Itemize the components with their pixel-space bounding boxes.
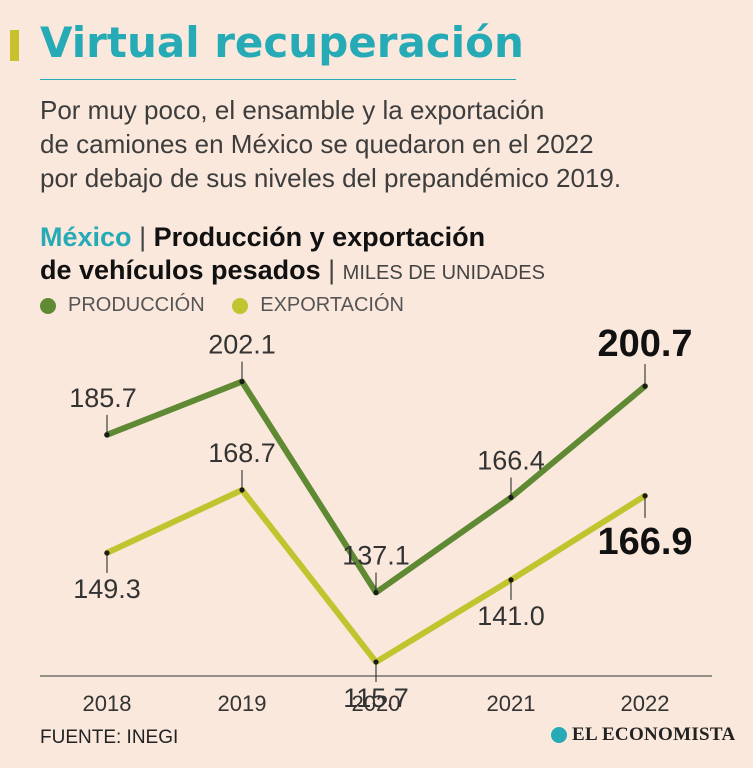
chart-legend: PRODUCCIÓN EXPORTACIÓN [40, 294, 426, 320]
x-tick-label: 2022 [621, 691, 670, 716]
subtitle: Por muy poco, el ensamble y la exportaci… [40, 93, 720, 195]
x-tick-label: 2019 [218, 691, 267, 716]
subtitle-line: Por muy poco, el ensamble y la exportaci… [40, 95, 545, 125]
page-title: Virtual recuperación [40, 18, 524, 67]
chart-title-line2: de vehículos pesados [40, 255, 321, 285]
data-label: 166.4 [477, 445, 545, 475]
x-tick-label: 2021 [487, 691, 536, 716]
heading-separator: | [328, 255, 336, 285]
subtitle-line: de camiones en México se quedaron en el … [40, 129, 594, 159]
legend-label: EXPORTACIÓN [260, 294, 404, 316]
data-label: 137.1 [342, 541, 410, 571]
chart-title-line1: Producción y exportación [153, 222, 486, 252]
chart-heading: México | Producción y exportación de veh… [40, 221, 545, 290]
chart-units: MILES DE UNIDADES [342, 262, 545, 284]
legend-label: PRODUCCIÓN [68, 294, 205, 316]
data-label: 200.7 [597, 323, 692, 365]
x-tick-label: 2020 [352, 691, 401, 716]
data-label: 115.7 [343, 683, 409, 713]
brand-mark-icon [551, 727, 567, 743]
heading-separator: | [139, 222, 147, 252]
subtitle-line: por debajo de sus niveles del prepandémi… [40, 163, 622, 193]
data-label: 166.9 [597, 521, 692, 563]
data-label: 149.3 [73, 574, 141, 604]
brand-logo: EL ECONOMISTA [551, 724, 736, 746]
data-label: 168.7 [208, 438, 276, 468]
chart-country: México [40, 222, 132, 252]
legend-item-exportacion: EXPORTACIÓN [232, 294, 404, 317]
legend-dot-produccion-icon [40, 297, 56, 314]
source-note: FUENTE: INEGI [40, 727, 179, 748]
data-label: 185.7 [69, 383, 137, 413]
title-accent-bar [10, 30, 19, 61]
title-underline [40, 79, 516, 80]
legend-dot-exportacion-icon [232, 297, 249, 314]
legend-item-produccion: PRODUCCIÓN [40, 294, 205, 317]
data-label: 141.0 [477, 601, 545, 631]
brand-name: EL ECONOMISTA [572, 724, 736, 745]
data-label: 202.1 [208, 330, 276, 360]
x-tick-label: 2018 [83, 691, 132, 716]
